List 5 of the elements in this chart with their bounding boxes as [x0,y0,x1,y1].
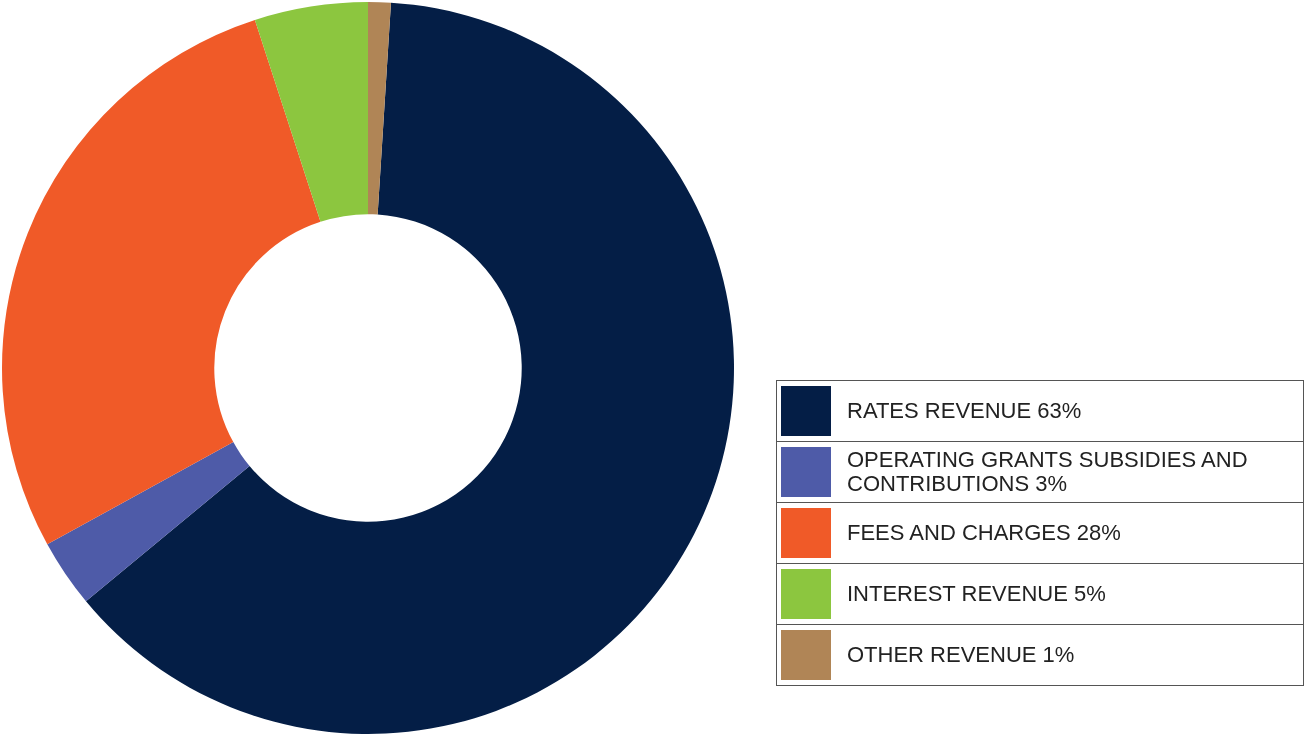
legend-label: OTHER REVENUE 1% [847,642,1075,667]
legend-label: RATES REVENUE 63% [847,398,1082,423]
legend-label: FEES AND CHARGES 28% [847,520,1121,545]
legend-label: INTEREST REVENUE 5% [847,581,1106,606]
legend-label: OPERATING GRANTS SUBSIDIES AND CONTRIBUTIONS 3% [847,447,1249,496]
